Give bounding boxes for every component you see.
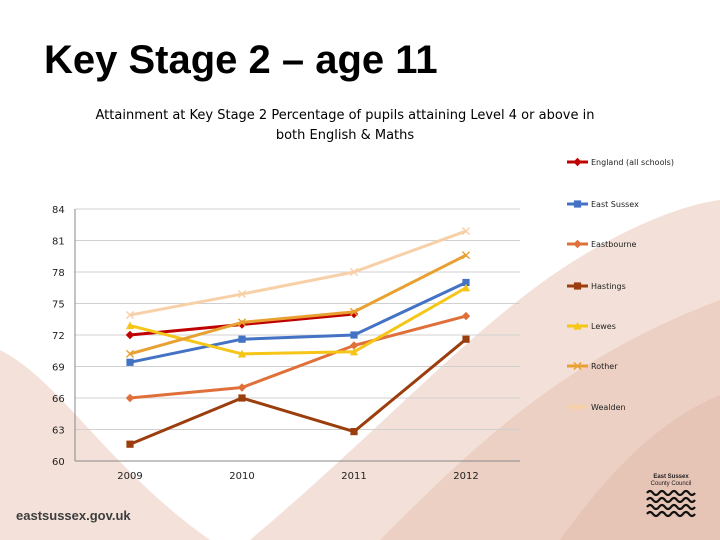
chart-title-line2: both English & Maths <box>275 128 415 143</box>
x-tick-label: 2011 <box>341 471 366 482</box>
data-point-marker <box>126 358 134 366</box>
series-line <box>129 314 467 400</box>
data-point-marker <box>125 310 135 320</box>
data-point-marker <box>126 440 134 448</box>
y-tick-label: 66 <box>52 394 65 405</box>
y-tick-label: 63 <box>52 426 65 437</box>
legend-label: Eastbourne <box>591 240 637 249</box>
chart-title: Attainment at Key Stage 2 Percentage of … <box>70 106 620 146</box>
data-point-marker <box>573 402 582 412</box>
data-point-marker <box>573 282 582 290</box>
data-point-marker <box>350 331 358 339</box>
data-point-marker <box>349 341 359 350</box>
x-tick-label: 2009 <box>117 471 142 482</box>
data-point-marker <box>349 307 359 316</box>
legend-label: Wealden <box>591 403 626 412</box>
council-logo: East Sussex County Council <box>636 474 706 523</box>
footer-url[interactable]: eastsussex.gov.uk <box>16 508 131 523</box>
data-point-marker <box>461 311 471 321</box>
data-point-marker <box>125 330 135 340</box>
data-point-marker <box>573 200 582 208</box>
y-tick-label: 72 <box>52 331 65 342</box>
data-point-marker <box>573 157 582 167</box>
y-tick-label: 60 <box>52 457 65 468</box>
series-line <box>129 229 467 317</box>
series-line <box>129 281 467 364</box>
legend-label: Rother <box>591 362 618 371</box>
data-point-marker <box>237 318 247 327</box>
data-point-marker <box>125 349 135 358</box>
wave-emblem-icon <box>646 489 696 518</box>
data-point-marker <box>461 283 471 292</box>
legend-label: Hastings <box>591 282 626 291</box>
data-point-marker <box>461 226 471 236</box>
y-tick-label: 75 <box>52 300 65 311</box>
data-point-marker <box>349 267 359 277</box>
data-point-marker <box>573 361 582 371</box>
y-tick-label: 84 <box>52 205 65 216</box>
data-point-marker <box>238 394 246 402</box>
series-line <box>129 286 467 356</box>
x-tick-label: 2010 <box>229 471 254 482</box>
logo-line2: County Council <box>650 481 692 487</box>
data-point-marker <box>350 428 358 436</box>
data-point-marker <box>237 349 247 358</box>
data-point-marker <box>461 251 471 260</box>
legend-label: England (all schools) <box>591 158 674 167</box>
data-point-marker <box>237 320 247 329</box>
series-line <box>129 253 467 356</box>
series-line <box>129 338 467 446</box>
x-tick-label: 2012 <box>453 471 478 482</box>
data-point-marker <box>573 321 582 330</box>
data-point-marker <box>125 321 135 330</box>
slide-title: Key Stage 2 – age 11 <box>44 38 438 82</box>
data-point-marker <box>237 289 247 299</box>
data-point-marker <box>573 239 582 249</box>
y-tick-label: 69 <box>52 363 65 374</box>
legend-label: Lewes <box>591 322 616 331</box>
y-tick-label: 81 <box>52 237 65 248</box>
data-point-marker <box>125 393 135 403</box>
data-point-marker <box>349 347 359 356</box>
data-point-marker <box>237 383 247 392</box>
data-point-marker <box>462 335 470 343</box>
logo-line1: East Sussex <box>653 474 689 480</box>
legend-label: East Sussex <box>591 200 639 209</box>
y-tick-label: 78 <box>52 268 65 279</box>
data-point-marker <box>238 335 246 343</box>
data-point-marker <box>462 278 470 287</box>
chart-title-line1: Attainment at Key Stage 2 Percentage of … <box>95 108 595 123</box>
